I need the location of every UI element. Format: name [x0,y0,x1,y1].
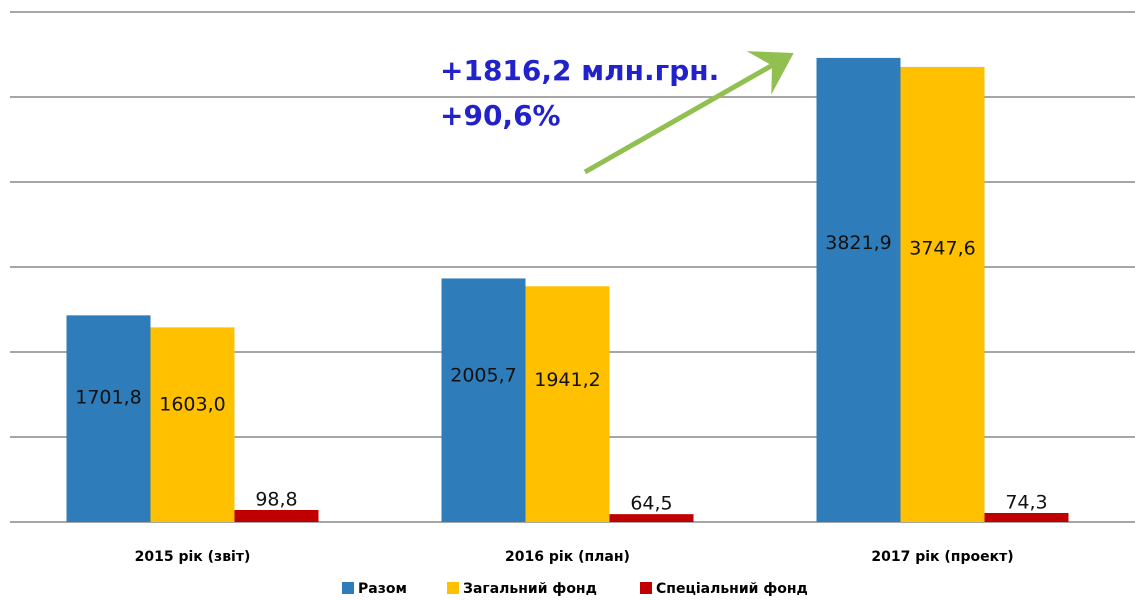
annotation: +1816,2 млн.грн. [440,54,719,87]
bar [816,57,901,523]
data-label: 3747,6 [909,237,975,259]
data-label: 3821,9 [825,232,891,254]
x-tick-label: 2017 рік (проект) [871,549,1013,565]
data-label: 74,3 [1005,491,1047,513]
bar [525,286,610,522]
data-label: 1603,0 [159,394,225,416]
data-label: 1941,2 [534,369,600,391]
legend-label: Разом [358,581,407,597]
legend-swatch [342,582,354,594]
bar [900,66,985,522]
legend-label: Спеціальний фонд [656,581,808,597]
data-label: 98,8 [255,489,297,511]
bar [609,514,694,522]
bar [234,510,319,522]
legend-swatch [447,582,459,594]
legend-swatch [640,582,652,594]
legend-label: Загальний фонд [463,581,597,597]
bar [150,327,235,522]
data-label: 1701,8 [75,387,141,409]
x-tick-label: 2016 рік (план) [505,549,630,565]
trend-arrow [583,51,794,175]
bar [66,315,151,522]
bar [441,278,526,522]
x-tick-label: 2015 рік (звіт) [135,549,251,565]
data-label: 64,5 [630,493,672,515]
data-label: 2005,7 [450,364,516,386]
annotation: +90,6% [440,99,561,132]
bar [984,512,1069,522]
